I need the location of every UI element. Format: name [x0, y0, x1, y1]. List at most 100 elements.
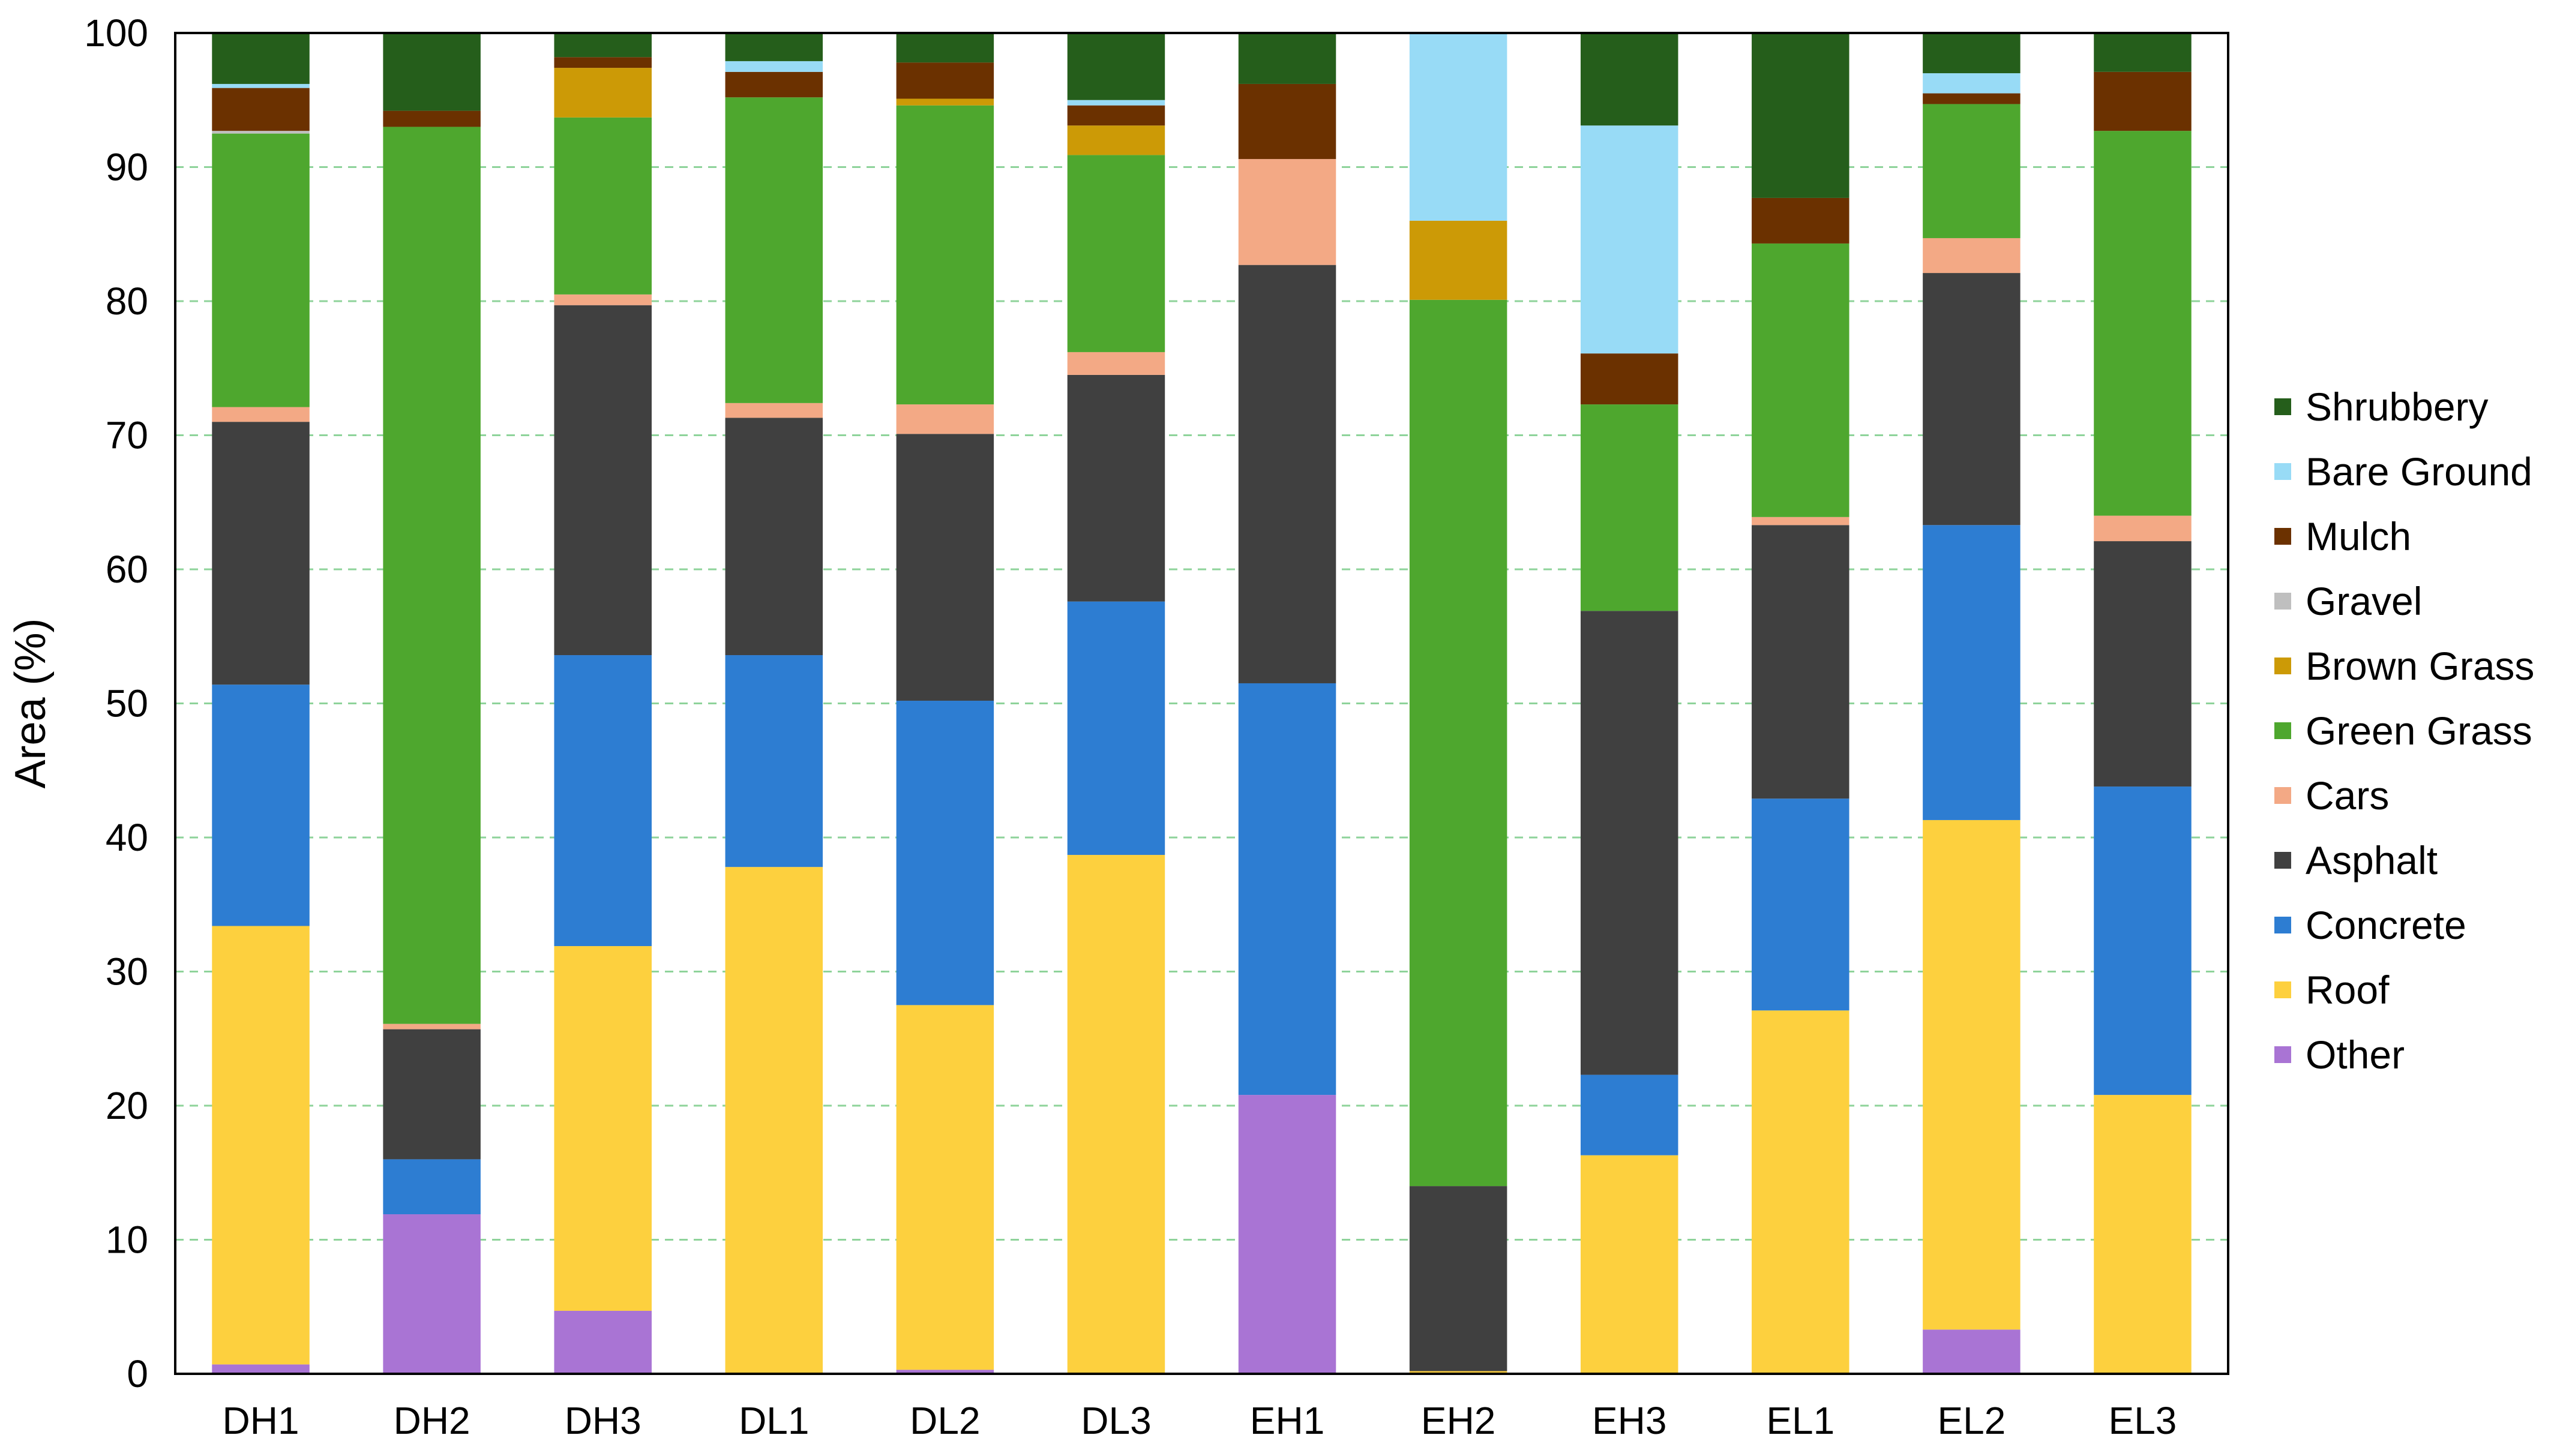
bar-dl3-shrubbery [1067, 33, 1165, 100]
bar-dl3-concrete [1067, 601, 1165, 855]
bar-dl2-asphalt [896, 434, 994, 701]
bar-dl1-mulch [725, 71, 823, 98]
bar-eh1-cars [1238, 159, 1336, 265]
bar-dl1-green-grass [725, 97, 823, 403]
legend-swatch-green-grass [2274, 722, 2291, 739]
bar-eh2-roof [1409, 1371, 1507, 1374]
bar-dl1-cars [725, 403, 823, 418]
y-tick-label-50: 50 [106, 682, 148, 725]
legend-label-concrete: Concrete [2306, 903, 2466, 947]
x-tick-label-el3: EL3 [2109, 1399, 2177, 1442]
bar-dh3-roof [554, 946, 652, 1311]
y-tick-label-100: 100 [84, 11, 148, 55]
bar-dl3-cars [1067, 352, 1165, 375]
bar-dh1-cars [212, 407, 310, 422]
bar-dh1-asphalt [212, 422, 310, 685]
bar-eh2-brown-grass [1409, 220, 1507, 300]
bar-el3-cars [2094, 515, 2192, 542]
bar-el3-shrubbery [2094, 33, 2192, 72]
bar-dh3-concrete [554, 655, 652, 947]
bars [212, 33, 2192, 1374]
x-tick-label-dh1: DH1 [223, 1399, 299, 1442]
bar-eh3-roof [1580, 1155, 1678, 1374]
y-axis-ticks: 0 10 20 30 40 50 60 70 80 90 100 [84, 11, 148, 1395]
bar-eh2-green-grass [1409, 299, 1507, 1187]
y-tick-label-80: 80 [106, 280, 148, 323]
bar-eh3-bare-ground [1580, 125, 1678, 354]
bar-dl2-cars [896, 404, 994, 434]
bar-el3-roof [2094, 1095, 2192, 1374]
bar-eh2-asphalt [1409, 1186, 1507, 1371]
bar-dl2-shrubbery [896, 33, 994, 63]
y-tick-label-0: 0 [127, 1352, 148, 1395]
bar-dl1-roof [725, 867, 823, 1374]
legend-label-mulch: Mulch [2306, 514, 2411, 559]
legend-label-cars: Cars [2306, 773, 2389, 818]
legend-label-asphalt: Asphalt [2306, 838, 2438, 882]
legend-swatch-brown-grass [2274, 658, 2291, 674]
legend-swatch-bare-ground [2274, 463, 2291, 480]
bar-eh3-concrete [1580, 1074, 1678, 1155]
bar-el1-roof [1752, 1010, 1849, 1374]
bar-dh2-other [383, 1214, 481, 1374]
bar-el1-mulch [1752, 197, 1849, 244]
bar-dl1-bare-ground [725, 61, 823, 72]
y-tick-label-70: 70 [106, 414, 148, 457]
bar-dl1-shrubbery [725, 33, 823, 61]
bar-dh3-mulch [554, 57, 652, 68]
legend-swatch-roof [2274, 981, 2291, 998]
bar-dl3-bare-ground [1067, 100, 1165, 106]
x-axis-labels: DH1 DH2 DH3 DL1 DL2 DL3 EH1 EH2 EH3 EL1 EL2 EL3 [223, 1399, 2177, 1442]
legend-label-green-grass: Green Grass [2306, 709, 2532, 753]
x-tick-label-dl2: DL2 [910, 1399, 980, 1442]
bar-dl1-concrete [725, 655, 823, 867]
bar-dl2-concrete [896, 701, 994, 1005]
x-tick-label-eh2: EH2 [1421, 1399, 1496, 1442]
bar-el2-cars [1923, 238, 2021, 274]
legend-swatch-shrubbery [2274, 398, 2291, 415]
bar-el1-asphalt [1752, 525, 1849, 799]
bar-el2-green-grass [1923, 104, 2021, 238]
legend-label-brown-grass: Brown Grass [2306, 644, 2534, 688]
bar-eh2-bare-ground [1409, 33, 1507, 221]
bar-el1-concrete [1752, 798, 1849, 1011]
x-tick-label-dh3: DH3 [565, 1399, 641, 1442]
bar-dh2-shrubbery [383, 33, 481, 111]
bar-eh1-shrubbery [1238, 33, 1336, 84]
x-tick-label-eh1: EH1 [1250, 1399, 1325, 1442]
bar-el2-mulch [1923, 93, 2021, 104]
bar-el1-shrubbery [1752, 33, 1849, 198]
bar-el2-bare-ground [1923, 73, 2021, 94]
x-tick-label-dh2: DH2 [394, 1399, 470, 1442]
bar-eh1-other [1238, 1095, 1336, 1374]
bar-el1-green-grass [1752, 243, 1849, 517]
plot-frame [174, 32, 2229, 1375]
bar-dh2-mulch [383, 110, 481, 127]
bar-dh3-shrubbery [554, 33, 652, 58]
bar-dh1-bare-ground [212, 83, 310, 88]
legend: Shrubbery Bare Ground Mulch Gravel Brown Gra… [2274, 385, 2534, 1077]
gridlines [175, 166, 2228, 1241]
legend-swatch-cars [2274, 787, 2291, 804]
legend-swatch-asphalt [2274, 852, 2291, 869]
bar-dh1-roof [212, 926, 310, 1365]
bar-dl2-mulch [896, 62, 994, 99]
bar-dh1-other [212, 1364, 310, 1374]
bar-dl3-asphalt [1067, 374, 1165, 602]
bar-dl1-asphalt [725, 418, 823, 656]
bar-dl2-green-grass [896, 105, 994, 405]
bar-dh2-green-grass [383, 127, 481, 1024]
bar-dh3-cars [554, 294, 652, 305]
bar-eh3-asphalt [1580, 611, 1678, 1075]
bar-dh1-shrubbery [212, 33, 310, 84]
bar-eh3-green-grass [1580, 404, 1678, 611]
bar-el3-asphalt [2094, 541, 2192, 787]
legend-label-roof: Roof [2306, 968, 2390, 1012]
bar-el3-green-grass [2094, 131, 2192, 516]
bar-dh3-asphalt [554, 305, 652, 656]
bar-dh2-concrete [383, 1159, 481, 1215]
bar-el2-concrete [1923, 525, 2021, 820]
bar-dh3-other [554, 1310, 652, 1374]
legend-label-other: Other [2306, 1032, 2405, 1077]
legend-label-bare-ground: Bare Ground [2306, 449, 2532, 494]
